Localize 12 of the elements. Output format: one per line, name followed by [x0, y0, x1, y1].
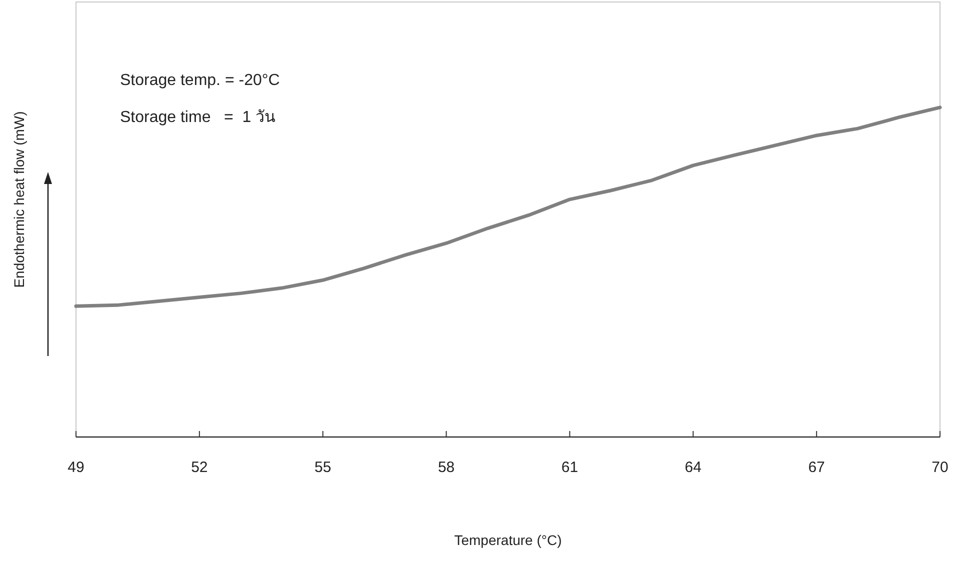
x-tick-label: 67	[808, 459, 825, 476]
x-tick-label: 52	[191, 459, 208, 476]
annotation: Storage time = 1 วัน	[120, 109, 276, 126]
x-axis-title: Temperature (°C)	[454, 532, 562, 548]
x-tick-label: 58	[438, 459, 455, 476]
text: Storage temp. = -20°C	[120, 72, 280, 89]
x-tick-label: 55	[314, 459, 332, 476]
x-tick-label: 64	[684, 459, 702, 476]
x-tick-label: 70	[932, 459, 948, 476]
x-tick-label: 49	[68, 459, 84, 476]
x-tick-label: 61	[561, 459, 578, 476]
y-axis-title: Endothermic heat flow (mW)	[11, 111, 27, 288]
